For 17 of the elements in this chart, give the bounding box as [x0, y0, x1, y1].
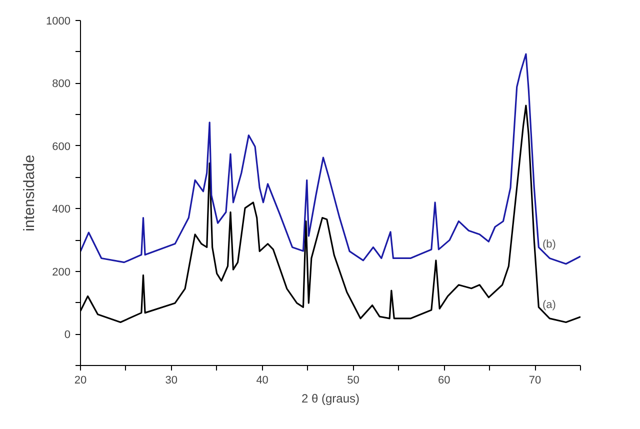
x-axis-title: 2 θ (graus)	[301, 392, 360, 406]
y-tick-label: 1000	[46, 16, 71, 28]
y-tick-label: 200	[52, 266, 71, 278]
y-tick-label: 600	[52, 140, 71, 153]
x-tick-label: 40	[256, 374, 268, 386]
y-tick-label: 0	[64, 329, 71, 342]
x-tick-label: 20	[74, 374, 87, 386]
x-tick-label: 60	[438, 374, 450, 386]
line-series	[80, 53, 580, 265]
series-label: (a)	[542, 298, 556, 311]
y-tick-label: 800	[52, 78, 71, 90]
x-tick-label: 30	[165, 374, 178, 386]
y-tick-label: 400	[52, 204, 71, 216]
series-label: (b)	[542, 238, 556, 250]
y-axis-title: intensidade	[21, 154, 38, 232]
x-tick-label: 50	[347, 374, 360, 386]
x-tick-label: 70	[528, 374, 542, 386]
